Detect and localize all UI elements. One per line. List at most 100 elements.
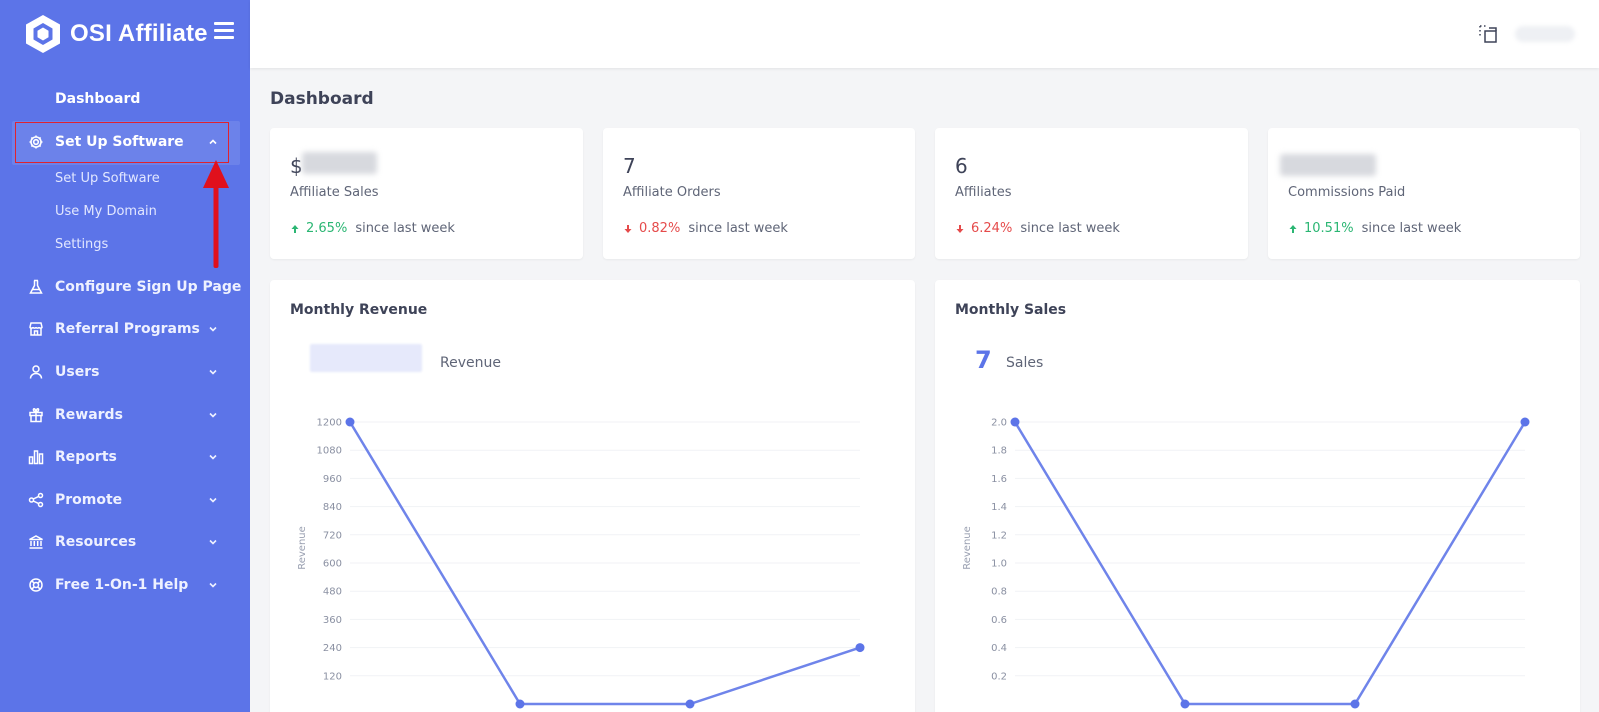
chevron-down-icon	[209, 412, 217, 418]
y-tick-label: 360	[323, 615, 342, 626]
chevron-down-icon	[209, 497, 217, 503]
chart-title: Monthly Sales	[955, 302, 1067, 318]
series-line	[348, 421, 861, 706]
y-tick-label: 1.4	[991, 502, 1007, 513]
stat-value: $	[290, 154, 303, 178]
y-tick-label: 1080	[317, 446, 342, 457]
y-tick-label: 720	[323, 530, 342, 541]
stat-label: Affiliate Orders	[623, 185, 721, 200]
sidebar-subitem-settings[interactable]: Settings	[55, 237, 109, 252]
y-axis-label: Revenue	[962, 526, 973, 570]
stat-card-affiliate-sales: $ Affiliate Sales 2.65% since last week	[270, 128, 583, 259]
stat-card-affiliate-orders: 7 Affiliate Orders 0.82% since last week	[603, 128, 915, 259]
y-tick-label: 960	[323, 474, 342, 485]
gear-icon	[27, 133, 45, 151]
share-icon	[27, 491, 45, 509]
brand-name: OSI Affiliate	[70, 20, 208, 47]
data-point[interactable]	[1520, 417, 1530, 427]
sidebar-item-resources[interactable]: Resources	[0, 522, 250, 562]
fullscreen-icon[interactable]	[1478, 24, 1498, 44]
y-tick-label: 0.6	[991, 615, 1007, 626]
data-point[interactable]	[1010, 417, 1020, 427]
sidebar-item-label: Resources	[55, 534, 137, 550]
data-point[interactable]	[1350, 699, 1360, 709]
menu-toggle-icon[interactable]	[214, 22, 234, 40]
redacted-value	[302, 152, 377, 174]
stat-label: Affiliate Sales	[290, 185, 379, 200]
stat-trend: 6.24% since last week	[955, 221, 1120, 236]
stat-trend: 2.65% since last week	[290, 221, 455, 236]
sidebar-item-free-help[interactable]: Free 1-On-1 Help	[0, 565, 250, 605]
chevron-down-icon	[209, 326, 217, 332]
data-point[interactable]	[855, 643, 865, 653]
stat-value: 7	[623, 154, 636, 178]
trend-suffix: since last week	[688, 221, 788, 236]
y-tick-label: 1.6	[991, 474, 1007, 485]
y-tick-label: 0.4	[991, 643, 1007, 654]
y-tick-label: 120	[323, 671, 342, 682]
stat-card-commissions-paid: Commissions Paid 10.51% since last week	[1268, 128, 1580, 259]
y-tick-label: 240	[323, 643, 342, 654]
bar-chart-icon	[27, 448, 45, 466]
chevron-down-icon	[209, 539, 217, 545]
sidebar-subitem-use-my-domain[interactable]: Use My Domain	[55, 204, 157, 219]
data-point[interactable]	[1180, 699, 1190, 709]
data-point[interactable]	[345, 417, 355, 427]
stat-label: Commissions Paid	[1288, 185, 1406, 200]
chart-summary-value: 7	[975, 346, 992, 374]
series-line	[1013, 421, 1527, 706]
trend-suffix: since last week	[1361, 221, 1462, 236]
sidebar-subitem-set-up-software[interactable]: Set Up Software	[55, 171, 160, 186]
revenue-line-chart: Revenue 1200 1080 960 840 720 600 480 360 240 120	[297, 417, 865, 709]
sidebar-item-reports[interactable]: Reports	[0, 437, 250, 477]
store-icon	[27, 320, 45, 338]
sidebar-item-rewards[interactable]: Rewards	[0, 395, 250, 435]
sidebar-item-users[interactable]: Users	[0, 352, 250, 392]
chart-legend-label: Sales	[1006, 355, 1044, 371]
sidebar-item-promote[interactable]: Promote	[0, 480, 250, 520]
y-tick-label: 840	[323, 502, 342, 513]
stat-card-affiliates: 6 Affiliates 6.24% since last week	[935, 128, 1248, 259]
data-point[interactable]	[515, 699, 525, 709]
y-axis-label: Revenue	[297, 526, 308, 570]
chart-card-monthly-revenue: Monthly Revenue Revenue Revenue 1200 1080 9…	[270, 280, 915, 712]
arrow-up-icon	[1289, 224, 1297, 233]
sales-line-chart: Revenue 2.0 1.8 1.6 1.4 1.2 1.0 0.8 0.6 0.4 0.2	[962, 417, 1530, 709]
redacted-value	[1280, 154, 1376, 176]
chart-title: Monthly Revenue	[290, 302, 428, 318]
arrow-up-icon	[291, 224, 299, 233]
sidebar-item-label: Referral Programs	[55, 321, 200, 337]
stat-trend: 0.82% since last week	[623, 221, 788, 236]
y-tick-label: 0.8	[991, 587, 1007, 598]
sidebar-item-dashboard[interactable]: Dashboard	[0, 79, 250, 119]
brand[interactable]: OSI Affiliate	[24, 12, 208, 56]
data-point[interactable]	[685, 699, 695, 709]
user-menu-avatar[interactable]	[1515, 26, 1575, 42]
chevron-up-icon	[209, 139, 217, 145]
gift-icon	[27, 406, 45, 424]
trend-value: 6.24%	[971, 221, 1013, 236]
sidebar-item-referral-programs[interactable]: Referral Programs	[0, 309, 250, 349]
trend-suffix: since last week	[355, 221, 455, 236]
arrow-down-icon	[956, 224, 964, 233]
trend-value: 2.65%	[306, 221, 348, 236]
y-tick-label: 1.2	[991, 530, 1007, 541]
trend-value: 10.51%	[1304, 221, 1354, 236]
sidebar-item-configure-sign-up-page[interactable]: Configure Sign Up Page	[0, 267, 250, 307]
top-bar	[250, 0, 1599, 68]
stat-value: 6	[955, 154, 968, 178]
sidebar-item-label: Reports	[55, 449, 117, 465]
sidebar-item-label: Dashboard	[55, 91, 141, 107]
sidebar-active-background	[12, 121, 240, 165]
redacted-value	[310, 344, 422, 372]
y-tick-label: 600	[323, 559, 342, 570]
stat-trend: 10.51% since last week	[1288, 221, 1461, 236]
sidebar-item-label: Rewards	[55, 407, 123, 423]
trend-suffix: since last week	[1020, 221, 1120, 236]
sidebar-item-label: Configure Sign Up Page	[55, 279, 242, 295]
arrow-down-icon	[624, 224, 632, 233]
chevron-down-icon	[209, 369, 217, 375]
y-tick-label: 2.0	[991, 418, 1007, 429]
sidebar-item-set-up-software[interactable]: Set Up Software	[0, 122, 250, 162]
sidebar-item-label: Free 1-On-1 Help	[55, 577, 189, 593]
